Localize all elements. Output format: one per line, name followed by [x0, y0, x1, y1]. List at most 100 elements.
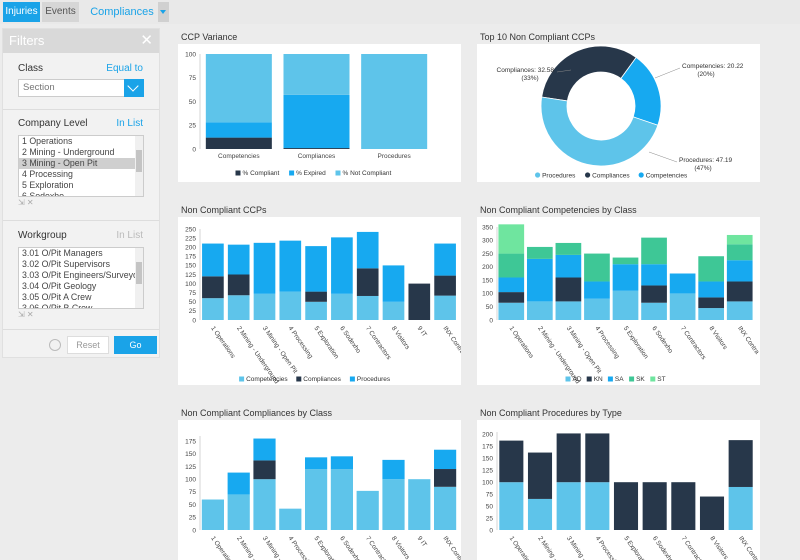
bar-segment	[330, 456, 353, 470]
bar-segment	[498, 277, 525, 293]
tab-events[interactable]: Events	[42, 2, 79, 22]
list-item[interactable]: 3.06 O/Pit B Crew	[22, 303, 93, 309]
bar-segment	[584, 253, 610, 282]
scrollbar[interactable]	[135, 136, 143, 196]
y-tick-label: 0	[192, 317, 196, 324]
tab-compliances[interactable]: Compliances ▾	[90, 6, 154, 38]
legend-label: % Compliant	[243, 170, 280, 177]
list-item[interactable]: 3.02 O/Pit Supervisors	[22, 259, 111, 269]
list-item[interactable]: 3.01 O/Pit Managers	[22, 248, 103, 258]
close-icon[interactable]: ✕	[140, 32, 153, 49]
bar-segment	[434, 486, 457, 530]
leader-line	[648, 151, 678, 163]
y-tick-label: 75	[189, 75, 197, 82]
y-tick-label: 200	[482, 264, 493, 271]
widget-ccps: Non Compliant CCPs 0 25 50 75 100 125 150 175 20…	[178, 205, 461, 385]
x-tick-label: 6 Sodexho	[651, 535, 675, 560]
select-dropdown-button[interactable]	[124, 79, 144, 97]
resize-handle-icon[interactable]: ⇲ ✕	[18, 198, 34, 207]
y-tick-label: 50	[486, 304, 494, 311]
workgroup-list[interactable]: 3.01 O/Pit Managers 3.02 O/Pit Supervisor…	[18, 247, 144, 309]
bar-segment	[382, 459, 405, 480]
x-tick-label: 4 Processing	[287, 325, 315, 360]
bar-segment	[283, 148, 350, 149]
list-item[interactable]: 3.03 O/Pit Engineers/Surveyors	[22, 270, 144, 280]
list-item[interactable]: 3 Mining - Open Pit	[19, 158, 143, 169]
y-tick-label: 125	[185, 272, 196, 279]
legend-swatch	[586, 376, 592, 382]
top10-chart: Procedures: 47.19(47%) Compliances: 32.58…	[497, 45, 744, 179]
bar-segment	[527, 452, 553, 499]
bar-segment	[382, 301, 405, 320]
list-item[interactable]: 3.04 O/Pit Geology	[22, 281, 97, 291]
slice-label: Procedures: 47.19	[679, 157, 733, 164]
bar-segment	[253, 438, 276, 461]
y-tick-label: 100	[185, 51, 196, 58]
bar-segment	[641, 264, 667, 286]
scrollbar[interactable]	[135, 248, 143, 308]
divider	[3, 109, 159, 110]
y-tick-label: 0	[489, 317, 493, 324]
bar-segment	[305, 301, 327, 320]
company-level-mode-link[interactable]: In List	[116, 118, 143, 129]
scrollbar-thumb[interactable]	[136, 150, 142, 172]
workgroup-mode-link[interactable]: In List	[116, 230, 143, 241]
list-item[interactable]: 3.05 O/Pit A Crew	[22, 292, 92, 302]
y-tick-label: 175	[185, 438, 196, 445]
chart-card: 0 50 100 150 200 250 300 350 1 Operations 2 Minin…	[477, 217, 760, 385]
bar-segment	[279, 240, 302, 292]
bar-segment	[556, 482, 581, 530]
go-button[interactable]: Go	[114, 336, 157, 354]
reset-button[interactable]: Reset	[67, 336, 109, 354]
bar-segment	[642, 482, 667, 530]
x-tick-label: INX Contracts	[441, 535, 461, 560]
tab-dropdown-button[interactable]	[158, 2, 169, 22]
list-item[interactable]: 6 Sodexho	[22, 191, 65, 197]
class-mode-link[interactable]: Equal to	[106, 63, 143, 74]
bar-segment	[305, 246, 327, 292]
class-select[interactable]: Section	[18, 79, 144, 97]
bar-segment	[330, 469, 353, 530]
x-tick-label: 1 Operations	[508, 325, 536, 360]
x-tick-label: 2 Mining - Und...	[536, 535, 569, 560]
list-item[interactable]: 2 Mining - Underground	[22, 147, 115, 157]
y-tick-label: 50	[486, 503, 494, 510]
tab-injuries[interactable]: Injuries	[3, 2, 40, 22]
bar-segment	[434, 469, 457, 487]
list-item[interactable]: 1 Operations	[22, 136, 73, 146]
y-tick-label: 100	[482, 479, 493, 486]
bar-segment	[205, 122, 272, 138]
pie-slice	[540, 96, 659, 167]
widget-title: Non Compliant Procedures by Type	[480, 408, 622, 418]
x-tick-label: 1 Operations	[508, 535, 536, 560]
legend-label: SA	[615, 376, 624, 383]
resize-handle-icon[interactable]: ⇲ ✕	[18, 310, 34, 319]
scrollbar-thumb[interactable]	[136, 262, 142, 284]
filters-footer: Reset Go	[3, 329, 159, 358]
company-level-list[interactable]: 1 Operations 2 Mining - Underground 3 Mini…	[18, 135, 144, 197]
list-item[interactable]: 5 Exploration	[22, 180, 74, 190]
slice-percent: (33%)	[521, 75, 538, 82]
bar-segment	[331, 293, 353, 320]
legend-label: Compliances	[303, 376, 341, 383]
bar-segment	[499, 482, 524, 530]
bar-segment	[585, 482, 610, 530]
x-tick-label: 8 Visitors	[390, 325, 411, 351]
x-tick-label: 7 Contractors	[680, 535, 709, 560]
list-item[interactable]: 4 Processing	[22, 169, 73, 179]
y-tick-label: 125	[482, 468, 493, 475]
bar-segment	[669, 293, 696, 320]
chevron-down-icon	[127, 80, 139, 92]
bar-segment	[556, 433, 581, 483]
x-tick-label: 4 Processing	[594, 535, 622, 560]
bar-segment	[698, 308, 725, 320]
bar-segment	[498, 253, 525, 278]
y-tick-label: 250	[482, 251, 493, 258]
chart-card: 0 25 50 75 100 125 150 175 200 225 250 1 Operations…	[178, 217, 461, 385]
company-level-label: Company Level	[18, 118, 88, 129]
bar-segment	[671, 482, 696, 530]
bar-segment	[699, 496, 725, 530]
bar-segment	[305, 291, 327, 302]
chart-card: 0 25 50 75 100 Competencies Compliances Procedu…	[178, 44, 461, 182]
x-tick-label: 6 Sodexho	[338, 325, 362, 355]
